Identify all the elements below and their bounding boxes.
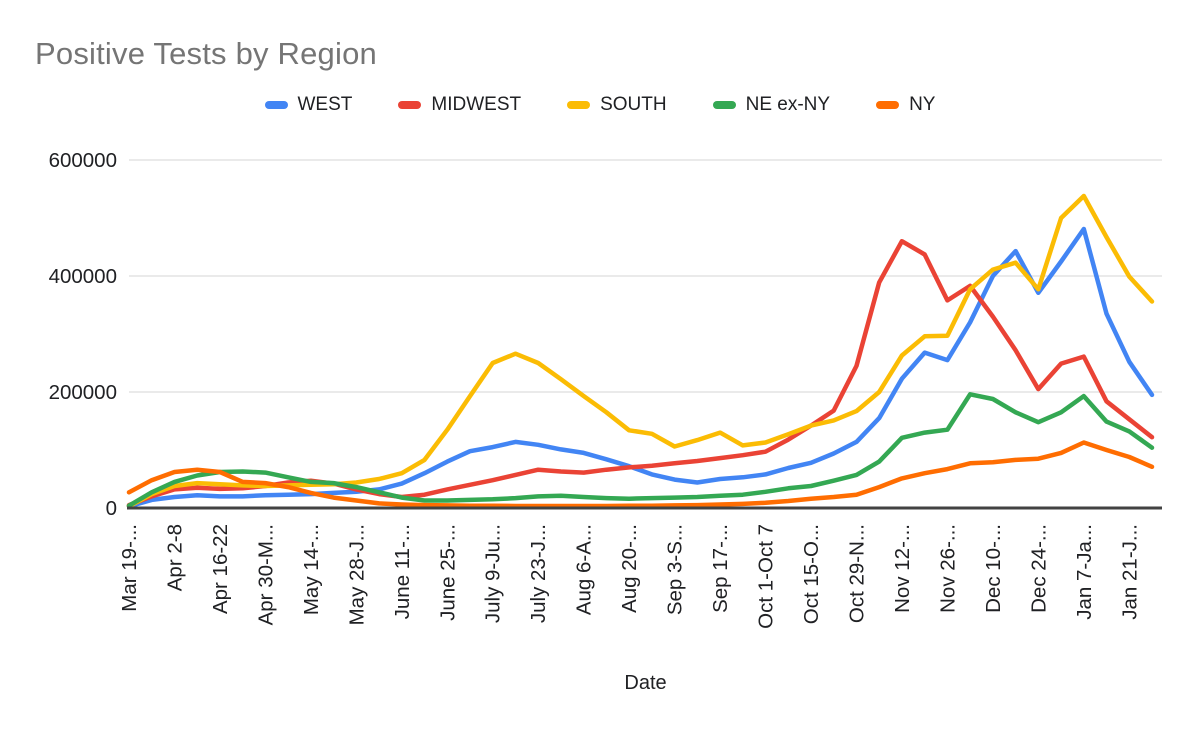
- legend-label: NE ex-NY: [745, 94, 831, 115]
- y-axis-tick-label: 0: [106, 497, 117, 520]
- legend-swatch-midwest-icon: [398, 101, 422, 109]
- y-axis-tick-label: 200000: [49, 381, 117, 404]
- legend-item-midwest: MIDWEST: [398, 94, 521, 116]
- x-axis-tick-label: Sep 3-S...: [664, 524, 687, 615]
- x-axis-tick-labels: Mar 19-... Apr 2-8 Apr 16-22 Apr 30-M... May…: [118, 524, 1141, 629]
- x-axis-tick-label: Aug 6-A...: [573, 524, 596, 615]
- x-axis-tick-label: Jan 7-Ja...: [1073, 524, 1096, 620]
- x-axis-tick-label: June 25-...: [436, 524, 459, 621]
- legend-swatch-west-icon: [264, 101, 288, 109]
- x-axis-tick-label: May 14-...: [300, 524, 323, 615]
- x-axis-tick-label: June 11-...: [391, 524, 414, 619]
- legend-swatch-ne-ex-ny-icon: [712, 101, 736, 109]
- y-axis-tick-label: 600000: [49, 149, 117, 172]
- legend-label: WEST: [297, 94, 353, 115]
- series-line-midwest: [126, 238, 1155, 508]
- x-axis-tick-label: July 23-J...: [527, 524, 550, 623]
- x-axis-tick-label: Apr 16-22: [209, 524, 232, 614]
- x-axis-tick-label: Mar 19-...: [118, 524, 141, 612]
- chart-title: Positive Tests by Region: [35, 36, 377, 71]
- x-axis-tick-label: Dec 24-...: [1027, 524, 1050, 613]
- x-axis-tick-label: Aug 20-...: [618, 524, 641, 613]
- x-axis-tick-label: Apr 2-8: [163, 524, 186, 591]
- gridlines: [129, 159, 1162, 393]
- x-axis-tick-label: Sep 17-...: [709, 524, 732, 613]
- legend-item-ne-ex-ny: NE ex-NY: [712, 94, 831, 116]
- series-line-ny: [126, 440, 1155, 509]
- legend-swatch-south-icon: [567, 101, 591, 109]
- series-line-south: [126, 193, 1155, 509]
- legend-item-ny: NY: [876, 94, 935, 116]
- legend-label: NY: [909, 94, 936, 115]
- legend-label: SOUTH: [600, 94, 667, 115]
- x-axis-tick-label: Jan 21-J...: [1118, 524, 1141, 620]
- x-axis-tick-label: Oct 29-N...: [845, 524, 868, 623]
- x-axis-tick-label: July 9-Ju...: [482, 524, 505, 623]
- x-axis-tick-label: Apr 30-M...: [254, 524, 277, 625]
- legend-item-west: WEST: [264, 94, 353, 116]
- legend-swatch-ny-icon: [876, 101, 900, 109]
- legend-item-south: SOUTH: [567, 94, 667, 116]
- y-axis-tick-label: 400000: [49, 265, 117, 288]
- series-lines: [126, 193, 1155, 509]
- x-axis-tick-label: Oct 15-O...: [800, 524, 823, 624]
- chart-legend: WEST MIDWEST SOUTH NE ex-NY NY: [0, 94, 1200, 116]
- x-axis-title: Date: [624, 672, 667, 694]
- series-line-ne-ex-ny: [126, 392, 1155, 508]
- y-axis-tick-labels: 0 200000 400000 600000: [49, 149, 117, 520]
- x-axis-tick-label: Nov 26-...: [936, 524, 959, 613]
- x-axis-tick-label: Nov 12-...: [891, 524, 914, 613]
- x-axis-tick-label: Dec 10-...: [982, 524, 1005, 613]
- x-axis-tick-label: Oct 1-Oct 7: [755, 524, 778, 629]
- x-axis-tick-label: May 28-J...: [345, 524, 368, 625]
- legend-label: MIDWEST: [431, 94, 522, 115]
